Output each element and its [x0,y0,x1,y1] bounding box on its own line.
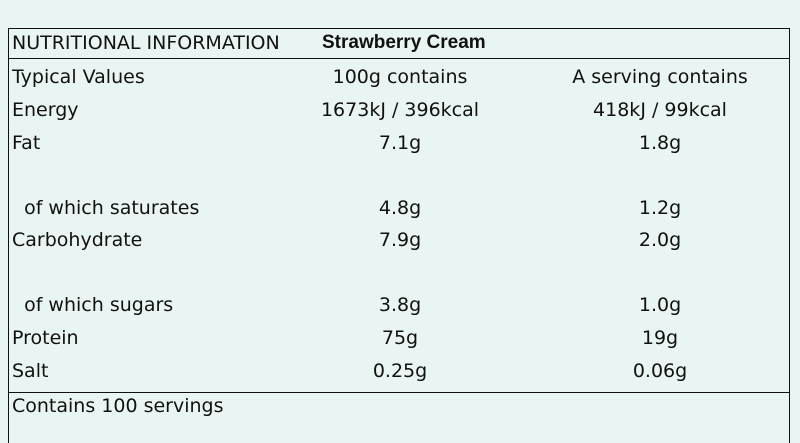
footer: Contains 100 servings [12,395,224,417]
table-frame [8,28,790,443]
row-label: of which sugars [12,294,174,316]
cell-value: 1.2g [638,197,682,219]
column-header: 100g contains [332,66,468,88]
row-label: of which saturates [12,197,200,219]
cell-value: 1673kJ / 396kcal [320,99,480,121]
cell-value: 1.0g [638,294,682,316]
cell-value: 1.8g [638,132,682,154]
cell-value: 75g [381,327,419,349]
cell-value: 4.8g [378,197,422,219]
cell-value: 0.06g [632,360,688,382]
column-header: Typical Values [12,66,145,88]
divider [8,58,790,59]
header-title: NUTRITIONAL INFORMATION [12,32,280,54]
cell-value: 0.25g [372,360,428,382]
cell-value: 19g [641,327,679,349]
divider [8,392,790,393]
row-label: Energy [12,99,79,121]
product-name: Strawberry Cream [322,32,486,53]
cell-value: 3.8g [378,294,422,316]
row-label: Carbohydrate [12,229,143,251]
row-label: Fat [12,132,41,154]
column-header: A serving contains [572,66,748,88]
row-label: Salt [12,360,49,382]
cell-value: 7.9g [378,229,422,251]
cell-value: 2.0g [638,229,682,251]
cell-value: 7.1g [378,132,422,154]
cell-value: 418kJ / 99kcal [593,99,727,121]
row-label: Protein [12,327,79,349]
